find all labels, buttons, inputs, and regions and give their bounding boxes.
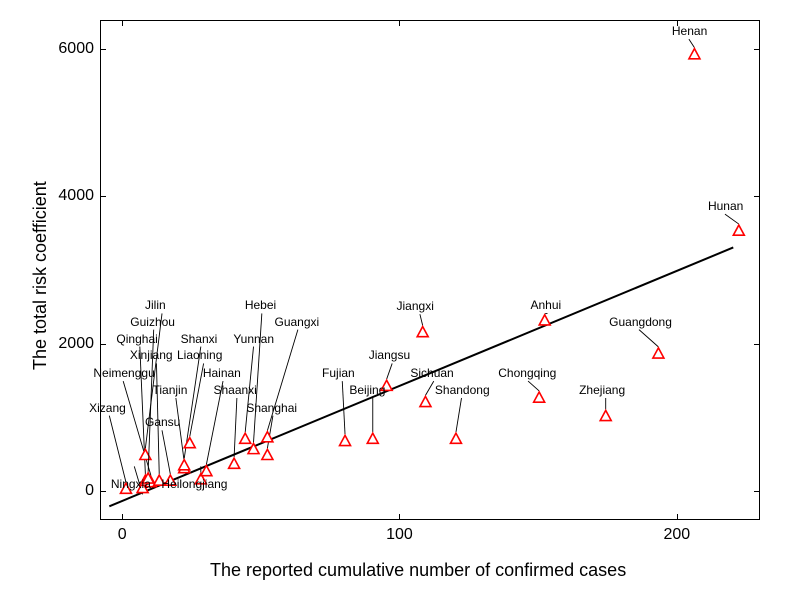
point-label: Henan (672, 24, 707, 38)
y-axis-label: The total risk coefficient (30, 181, 51, 370)
data-point (340, 435, 351, 445)
point-label: Zhejiang (579, 383, 625, 397)
point-label: Liaoning (177, 348, 222, 362)
point-label: Shaanxi (213, 383, 256, 397)
leader-line (639, 330, 658, 347)
data-point (420, 396, 431, 406)
leader-line (725, 214, 739, 224)
leader-line (109, 416, 126, 483)
x-tick (399, 514, 400, 520)
data-point (179, 460, 190, 470)
y-tick (100, 344, 106, 345)
y-tick-label: 6000 (50, 40, 94, 58)
point-label: Neimenggu (93, 366, 154, 380)
y-tick (100, 196, 106, 197)
data-point (534, 392, 545, 402)
point-label: Qinghai (116, 332, 157, 346)
point-label: Hebei (245, 298, 276, 312)
x-tick-label: 100 (386, 526, 413, 544)
plot-area (100, 20, 760, 520)
leader-line (234, 398, 237, 457)
leader-line (387, 363, 393, 379)
point-label: Hainan (203, 366, 241, 380)
plot-svg (101, 21, 761, 521)
y-tick (754, 49, 760, 50)
y-tick (754, 344, 760, 345)
leader-line (425, 381, 433, 395)
leader-line (420, 314, 423, 325)
point-label: Sichuan (410, 366, 453, 380)
point-label: Ningxia (111, 477, 151, 491)
scatter-chart: The total risk coefficient The reported … (0, 0, 800, 593)
point-label: Jiangxi (397, 299, 434, 313)
data-point (262, 432, 273, 442)
y-tick (100, 491, 106, 492)
x-tick-label: 0 (118, 526, 127, 544)
leader-line (528, 381, 539, 391)
x-axis-label: The reported cumulative number of confir… (210, 560, 626, 581)
data-point (184, 438, 195, 448)
data-point (733, 225, 744, 235)
leader-line (456, 398, 462, 432)
leader-line (689, 39, 695, 47)
data-point (450, 433, 461, 443)
y-tick-label: 2000 (50, 335, 94, 353)
x-tick (122, 20, 123, 26)
point-label: Tianjin (152, 383, 187, 397)
point-label: Hunan (708, 199, 743, 213)
point-label: Beijing (349, 383, 385, 397)
data-point (689, 49, 700, 59)
data-point (367, 433, 378, 443)
point-label: Chongqing (498, 366, 556, 380)
point-label: Heilongjiang (161, 477, 227, 491)
point-label: Xinjiang (130, 348, 173, 362)
point-label: Jiangsu (369, 348, 410, 362)
data-point (240, 433, 251, 443)
y-tick-label: 4000 (50, 187, 94, 205)
data-point (600, 410, 611, 420)
point-label: Jilin (145, 298, 166, 312)
point-label: Guangxi (274, 315, 319, 329)
y-tick (754, 196, 760, 197)
leader-line (162, 430, 170, 474)
point-label: Guizhou (130, 315, 175, 329)
leader-line (176, 398, 184, 462)
x-tick (399, 20, 400, 26)
y-tick-label: 0 (50, 482, 94, 500)
point-label: Shandong (435, 383, 490, 397)
x-tick (677, 514, 678, 520)
data-point (539, 315, 550, 325)
point-label: Anhui (530, 298, 561, 312)
data-point (417, 327, 428, 337)
point-label: Shanghai (246, 401, 297, 415)
y-tick (754, 491, 760, 492)
point-label: Guangdong (609, 315, 672, 329)
point-label: Xizang (89, 401, 126, 415)
point-label: Shanxi (181, 332, 218, 346)
y-tick (100, 49, 106, 50)
x-tick-label: 200 (663, 526, 690, 544)
point-label: Yunnan (233, 332, 274, 346)
data-point (653, 348, 664, 358)
data-point (262, 449, 273, 459)
point-label: Fujian (322, 366, 355, 380)
data-point (229, 458, 240, 468)
point-label: Gansu (145, 415, 180, 429)
x-tick (122, 514, 123, 520)
